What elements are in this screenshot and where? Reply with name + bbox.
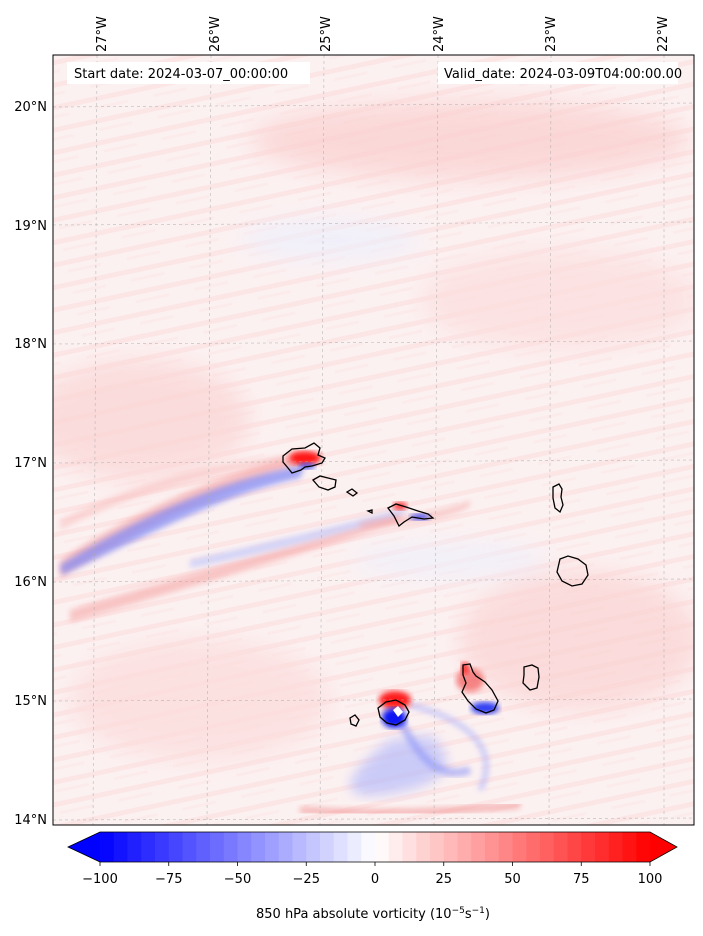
colorbar-block <box>540 832 555 862</box>
colorbar-tick-label: −100 <box>82 872 118 887</box>
colorbar-block <box>278 832 294 862</box>
vorticity-field <box>53 100 694 760</box>
island-boa-vista <box>556 555 589 587</box>
island-ilheu <box>366 509 373 515</box>
island-santo-antao <box>282 442 326 474</box>
island-fogo <box>377 699 410 726</box>
colorbar-title: 850 hPa absolute vorticity (10−5s−1) <box>256 906 490 922</box>
colorbar-block <box>553 832 569 862</box>
lat-label: 17°N <box>14 456 47 471</box>
lat-label: 18°N <box>14 337 47 352</box>
island-santiago <box>461 663 499 714</box>
lat-label: 19°N <box>14 219 47 234</box>
colorbar-block <box>196 832 211 862</box>
lon-label: 25°W <box>319 16 334 52</box>
lat-label: 14°N <box>14 813 47 828</box>
colorbar-block <box>471 832 486 862</box>
colorbar-ticks: −100 −75 −50 −25 0 25 50 75 100 <box>82 862 662 887</box>
map-frame <box>52 54 695 826</box>
lon-label: 26°W <box>208 16 223 52</box>
map-panel: Start date: 2024-03-07_00:00:00 Valid_da… <box>53 55 694 825</box>
colorbar-block <box>457 832 472 862</box>
colorbar-tick-label: 0 <box>371 872 379 887</box>
colorbar-block <box>402 832 417 862</box>
lon-label: 22°W <box>656 16 671 52</box>
colorbar-block <box>127 832 142 862</box>
lat-label: 15°N <box>14 694 47 709</box>
colorbar-block <box>292 832 307 862</box>
colorbar-tick-label: 100 <box>638 872 663 887</box>
colorbar-block <box>526 832 541 862</box>
colorbar-block <box>388 832 404 862</box>
colorbar-block <box>498 832 514 862</box>
lon-label: 23°W <box>544 16 559 52</box>
colorbar-block <box>141 832 156 862</box>
colorbar-block <box>622 832 637 862</box>
colorbar-block <box>265 832 280 862</box>
island-sao-nicolau <box>387 503 435 528</box>
colorbar-block <box>636 832 651 862</box>
colorbar-tick-label: −25 <box>293 872 320 887</box>
island-maio <box>522 664 540 691</box>
colorbar-block <box>333 832 349 862</box>
gridlines <box>53 55 694 825</box>
start-date-label: Start date: 2024-03-07_00:00:00 <box>74 67 288 82</box>
colorbar-block <box>113 832 129 862</box>
lon-label: 27°W <box>95 16 110 52</box>
colorbar: −100 −75 −50 −25 0 25 50 75 100 850 hPa absolute… <box>67 831 678 922</box>
colorbar-block <box>223 832 239 862</box>
colorbar-tick-label: 25 <box>435 872 452 887</box>
colorbar-block <box>306 832 321 862</box>
colorbar-tick-label: 75 <box>573 872 590 887</box>
colorbar-block <box>320 832 335 862</box>
island-coastlines <box>282 442 589 727</box>
colorbar-block <box>416 832 431 862</box>
valid-date-label: Valid_date: 2024-03-09T04:00:00.00 <box>444 67 682 82</box>
valid-date-box <box>438 62 678 84</box>
island-sal <box>552 483 564 514</box>
colorbar-block <box>237 832 252 862</box>
island-sao-vicente <box>311 475 337 491</box>
colorbar-block <box>155 832 170 862</box>
start-date-box <box>67 62 310 84</box>
longitude-labels: 27°W 26°W 25°W 24°W 23°W 22°W <box>95 16 671 52</box>
colorbar-block <box>512 832 527 862</box>
island-brava <box>349 714 360 727</box>
colorbar-block <box>375 832 390 862</box>
colorbar-tick-label: −75 <box>155 872 182 887</box>
colorbar-tick-label: 50 <box>504 872 521 887</box>
latitude-labels: 20°N 19°N 18°N 17°N 16°N 15°N 14°N <box>14 100 47 828</box>
colorbar-block <box>567 832 582 862</box>
colorbar-block <box>443 832 459 862</box>
lat-label: 16°N <box>14 575 47 590</box>
colorbar-blocks <box>68 832 677 862</box>
lat-label: 20°N <box>14 100 47 115</box>
colorbar-block <box>485 832 500 862</box>
colorbar-block <box>347 832 362 862</box>
colorbar-extend-max <box>650 832 677 862</box>
colorbar-block <box>100 832 115 862</box>
colorbar-block <box>182 832 197 862</box>
colorbar-block <box>168 832 184 862</box>
lon-label: 24°W <box>432 16 447 52</box>
island-wake-bands <box>60 452 470 622</box>
colorbar-block <box>581 832 596 862</box>
colorbar-block <box>430 832 445 862</box>
island-santa-luzia <box>345 488 359 497</box>
colorbar-tick-label: −50 <box>224 872 251 887</box>
colorbar-block <box>608 832 624 862</box>
colorbar-block <box>251 832 266 862</box>
colorbar-block <box>595 832 610 862</box>
southern-vortex <box>289 451 521 816</box>
colorbar-block <box>361 832 376 862</box>
colorbar-extend-min <box>68 832 100 862</box>
colorbar-block <box>210 832 225 862</box>
